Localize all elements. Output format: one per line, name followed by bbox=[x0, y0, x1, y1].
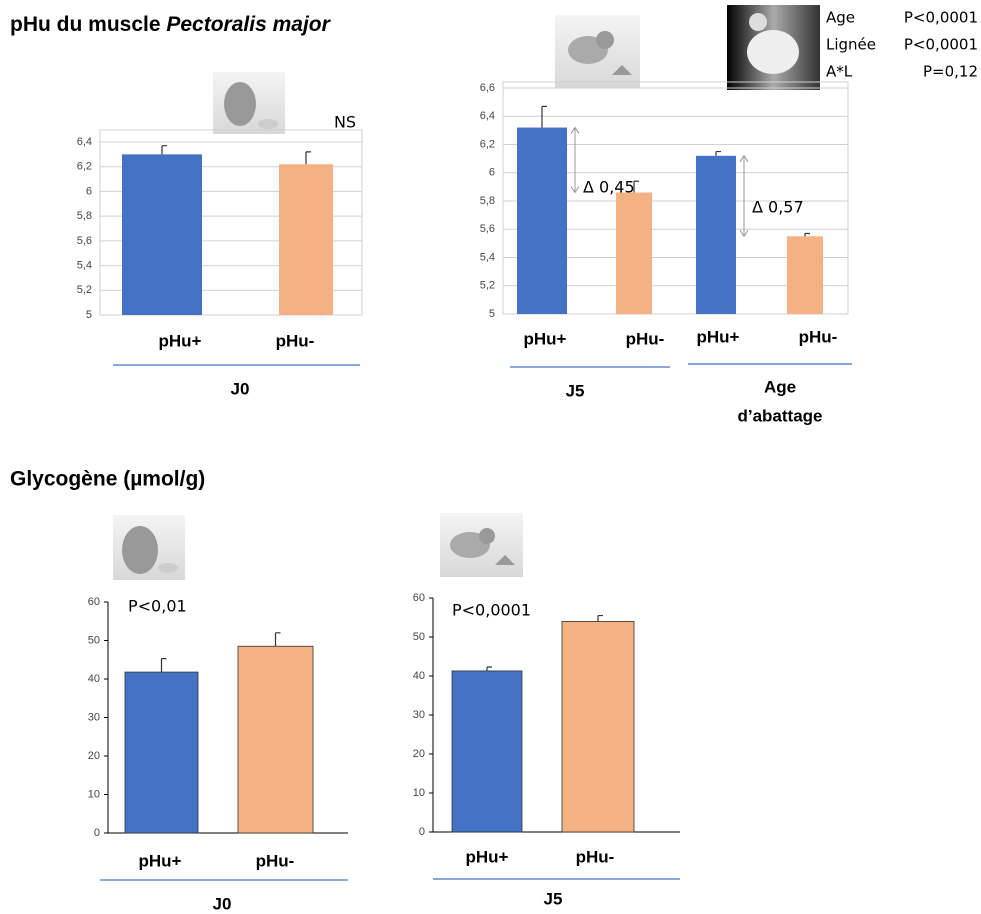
y-tick-label: 10 bbox=[413, 787, 425, 799]
y-tick-label: 5,6 bbox=[480, 223, 495, 235]
y-tick-label: 0 bbox=[94, 827, 100, 839]
y-tick-label: 50 bbox=[413, 631, 425, 643]
category-label: pHu- bbox=[256, 851, 295, 870]
bar bbox=[122, 154, 202, 315]
y-tick-label: 6,4 bbox=[77, 136, 92, 148]
bar bbox=[124, 671, 199, 834]
y-tick-label: 40 bbox=[88, 673, 100, 685]
stat-p: P<0,0001 bbox=[904, 36, 978, 54]
category-label: pHu+ bbox=[466, 847, 509, 866]
stat-p: P=0,12 bbox=[923, 63, 978, 81]
annotation: P<0,0001 bbox=[452, 601, 531, 620]
y-tick-label: 5 bbox=[86, 309, 92, 321]
group-label: Age bbox=[764, 377, 796, 396]
group-label: J0 bbox=[213, 894, 232, 913]
bar bbox=[451, 670, 523, 833]
y-tick-label: 6 bbox=[489, 167, 495, 179]
y-tick-label: 6,6 bbox=[480, 82, 495, 94]
bar bbox=[279, 164, 333, 315]
category-label: pHu+ bbox=[139, 851, 182, 870]
heading: pHu du muscle Pectoralis major bbox=[10, 13, 332, 36]
bar bbox=[237, 645, 314, 834]
y-tick-label: 10 bbox=[88, 788, 100, 800]
chick-image bbox=[555, 15, 640, 88]
y-tick-label: 5,2 bbox=[77, 284, 92, 296]
category-label: pHu- bbox=[799, 327, 838, 346]
stat-name: A*L bbox=[826, 63, 853, 81]
y-tick-label: 5,2 bbox=[480, 280, 495, 292]
group-label: J0 bbox=[231, 379, 250, 398]
y-tick-label: 5,8 bbox=[480, 195, 495, 207]
bar bbox=[517, 127, 567, 314]
stat-name: Age bbox=[826, 9, 855, 27]
error-bar bbox=[161, 145, 167, 155]
heading: Glycogène (µmol/g) bbox=[10, 468, 205, 491]
error-bar bbox=[274, 632, 281, 647]
group-label: d’abattage bbox=[737, 406, 822, 425]
error-bar bbox=[715, 150, 721, 156]
y-tick-label: 60 bbox=[413, 592, 425, 604]
stat-name: Lignée bbox=[826, 36, 876, 54]
hen-image bbox=[727, 5, 820, 90]
y-tick-label: 5,6 bbox=[77, 235, 92, 247]
y-tick-label: 6,4 bbox=[480, 110, 495, 122]
chick-image bbox=[440, 513, 523, 577]
y-tick-label: 30 bbox=[413, 709, 425, 721]
y-tick-label: 20 bbox=[88, 750, 100, 762]
category-label: pHu- bbox=[626, 329, 665, 348]
y-tick-label: 6,2 bbox=[480, 138, 495, 150]
difference-arrow bbox=[739, 154, 749, 238]
bar bbox=[561, 621, 635, 833]
y-tick-label: 50 bbox=[88, 634, 100, 646]
error-bar bbox=[305, 151, 311, 165]
category-label: pHu+ bbox=[159, 331, 202, 350]
y-tick-label: 5,4 bbox=[77, 259, 92, 271]
annotation: Δ 0,45 bbox=[583, 178, 635, 197]
bar bbox=[616, 192, 652, 314]
difference-arrow bbox=[570, 126, 580, 194]
error-bar bbox=[633, 180, 639, 193]
category-label: pHu- bbox=[276, 331, 315, 350]
y-tick-label: 6 bbox=[86, 185, 92, 197]
bar bbox=[696, 155, 736, 314]
y-tick-label: 5,4 bbox=[480, 251, 495, 263]
y-tick-label: 30 bbox=[88, 711, 100, 723]
heading-text: pHu du muscle bbox=[10, 13, 161, 36]
category-label: pHu+ bbox=[524, 329, 567, 348]
chick-image bbox=[213, 72, 285, 134]
stat-p: P<0,0001 bbox=[904, 9, 978, 27]
group-label: J5 bbox=[544, 889, 563, 908]
group-label: J5 bbox=[566, 381, 585, 400]
annotation: Δ 0,57 bbox=[752, 198, 804, 217]
error-bar bbox=[541, 105, 547, 128]
chick-image bbox=[113, 515, 185, 580]
annotation: P<0,01 bbox=[128, 597, 187, 616]
error-bar bbox=[597, 614, 603, 622]
y-tick-label: 6,2 bbox=[77, 161, 92, 173]
category-label: pHu- bbox=[576, 847, 615, 866]
y-tick-label: 40 bbox=[413, 670, 425, 682]
y-tick-label: 60 bbox=[88, 596, 100, 608]
error-bar bbox=[804, 232, 810, 237]
error-bar bbox=[486, 666, 492, 671]
category-label: pHu+ bbox=[697, 327, 740, 346]
bar bbox=[787, 236, 823, 314]
y-tick-label: 5,8 bbox=[77, 210, 92, 222]
y-tick-label: 5 bbox=[489, 308, 495, 320]
error-bar bbox=[160, 657, 167, 673]
y-tick-label: 0 bbox=[419, 826, 425, 838]
annotation: NS bbox=[334, 113, 356, 132]
y-tick-label: 20 bbox=[413, 748, 425, 760]
heading-italic: Pectoralis major bbox=[166, 13, 331, 36]
